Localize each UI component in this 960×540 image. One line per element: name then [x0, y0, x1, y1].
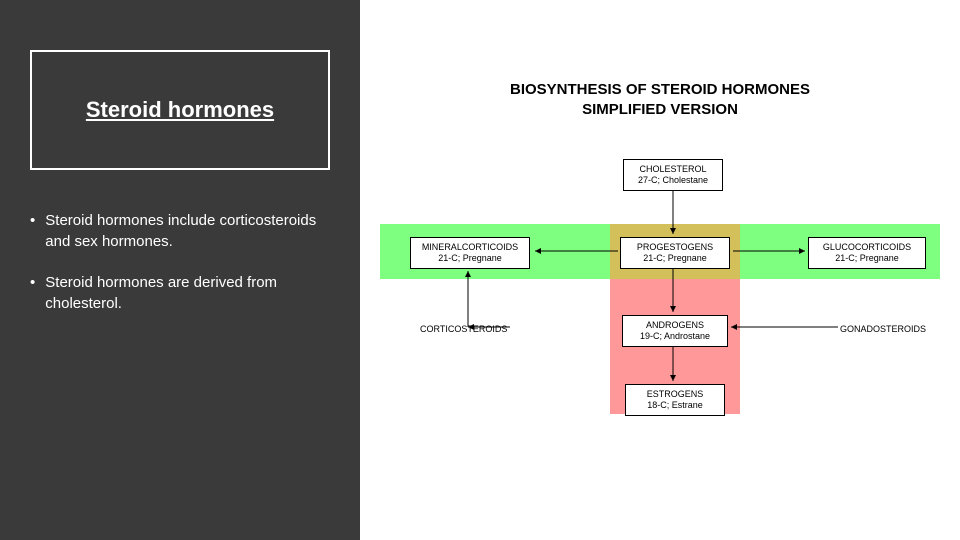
node-progestogens: PROGESTOGENS21-C; Pregnane — [620, 237, 730, 269]
chart-area: CHOLESTEROL27-C; Cholestane MINERALCORTIC… — [360, 129, 960, 529]
chart-panel: BIOSYNTHESIS OF STEROID HORMONES SIMPLIF… — [360, 0, 960, 540]
node-sub-label: 27-C; Cholestane — [630, 175, 716, 186]
bullet-list: • Steroid hormones include corticosteroi… — [0, 210, 360, 314]
bullet-dot-icon: • — [30, 210, 35, 252]
node-cholesterol: CHOLESTEROL27-C; Cholestane — [623, 159, 723, 191]
node-sub-label: 21-C; Pregnane — [815, 253, 919, 264]
label-corticosteroids: CORTICOSTEROIDS — [420, 324, 507, 334]
chart-title-line2: SIMPLIFIED VERSION — [582, 101, 738, 118]
node-sub-label: 19-C; Androstane — [629, 331, 721, 342]
node-main-label: MINERALCORTICOIDS — [417, 242, 523, 253]
title-box: Steroid hormones — [30, 50, 330, 170]
bullet-text: Steroid hormones are derived from choles… — [45, 272, 330, 314]
node-main-label: ESTROGENS — [632, 389, 718, 400]
chart-title-line1: BIOSYNTHESIS OF STEROID HORMONES — [510, 81, 810, 98]
bullet-dot-icon: • — [30, 272, 35, 314]
node-main-label: PROGESTOGENS — [627, 242, 723, 253]
left-sidebar: Steroid hormones • Steroid hormones incl… — [0, 0, 360, 540]
node-main-label: ANDROGENS — [629, 320, 721, 331]
bullet-item: • Steroid hormones include corticosteroi… — [30, 210, 330, 252]
label-gonadosteroids: GONADOSTEROIDS — [840, 324, 926, 334]
bullet-item: • Steroid hormones are derived from chol… — [30, 272, 330, 314]
node-sub-label: 21-C; Pregnane — [627, 253, 723, 264]
node-mineralcorticoids: MINERALCORTICOIDS21-C; Pregnane — [410, 237, 530, 269]
node-sub-label: 21-C; Pregnane — [417, 253, 523, 264]
node-sub-label: 18-C; Estrane — [632, 400, 718, 411]
node-glucocorticoids: GLUCOCORTICOIDS21-C; Pregnane — [808, 237, 926, 269]
bullet-text: Steroid hormones include corticosteroids… — [45, 210, 330, 252]
chart-title: BIOSYNTHESIS OF STEROID HORMONES SIMPLIF… — [360, 80, 960, 119]
node-androgens: ANDROGENS19-C; Androstane — [622, 315, 728, 347]
page-title: Steroid hormones — [86, 97, 274, 123]
node-main-label: GLUCOCORTICOIDS — [815, 242, 919, 253]
node-main-label: CHOLESTEROL — [630, 164, 716, 175]
node-estrogens: ESTROGENS18-C; Estrane — [625, 384, 725, 416]
